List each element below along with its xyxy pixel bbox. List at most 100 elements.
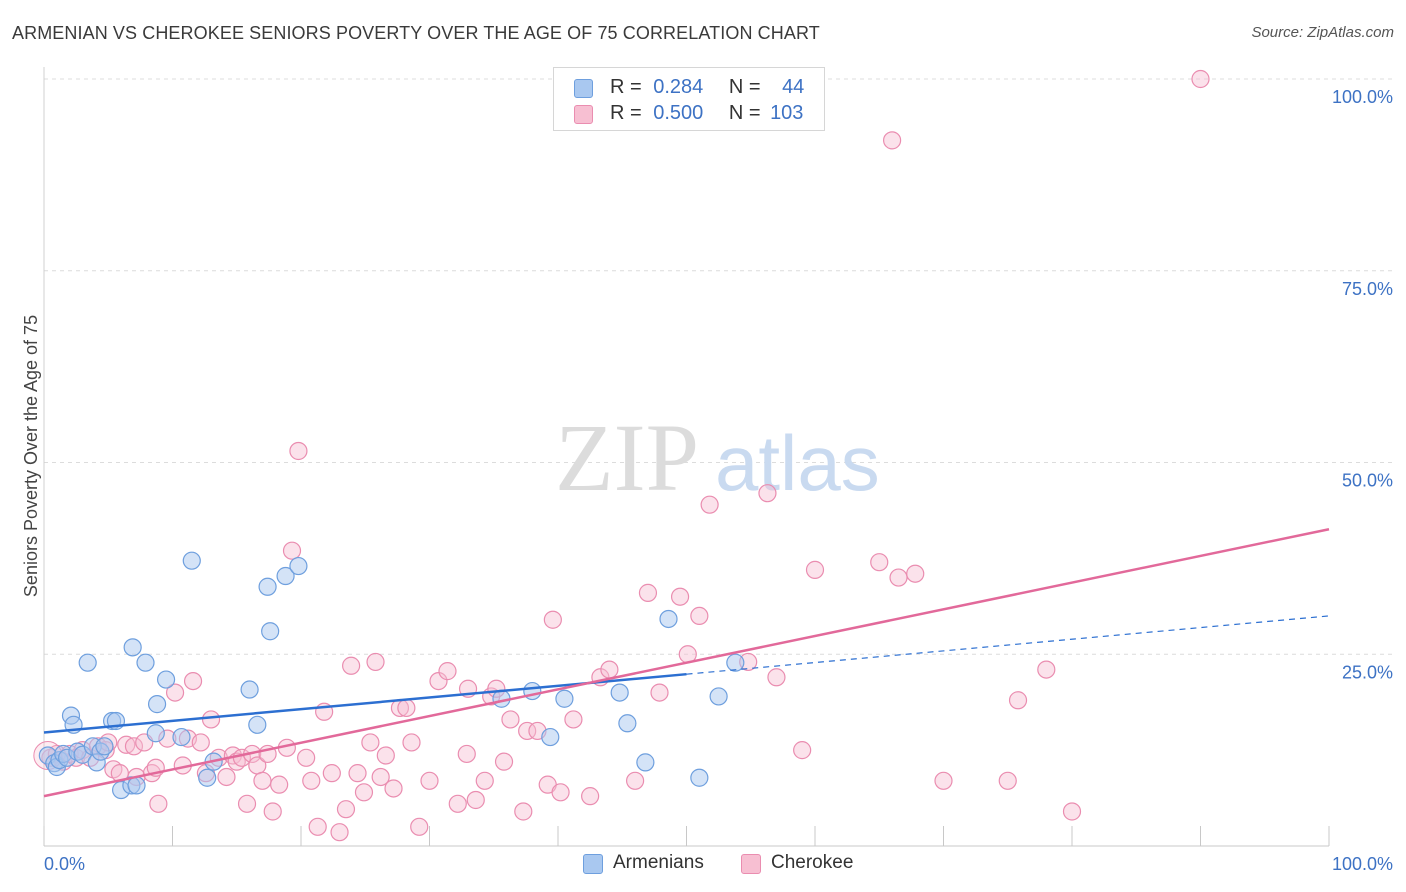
cherokee-point — [336, 800, 356, 819]
cherokee-point — [348, 764, 367, 783]
cherokee-point — [1008, 691, 1028, 710]
armenian-point — [610, 683, 629, 702]
armenian-point — [261, 622, 280, 641]
cherokee-point — [237, 794, 257, 813]
cherokee-swatch — [741, 854, 761, 874]
watermark: ZIP atlas — [555, 404, 880, 511]
cherokee-point — [650, 683, 669, 702]
cherokee-point — [514, 802, 533, 821]
armenian-point — [123, 638, 142, 657]
watermark-zip: ZIP — [555, 404, 699, 511]
y-tick-label: 100.0% — [1332, 87, 1393, 107]
cherokee-point — [457, 744, 476, 764]
series-legend: Armenians Cherokee — [0, 851, 1406, 877]
cherokee-point — [117, 735, 136, 754]
cherokee-point — [448, 794, 467, 813]
legend-row-armenians-text: R = 0.284 N = 44 — [610, 76, 804, 99]
cherokee-point — [551, 783, 570, 802]
cherokee-point — [870, 553, 889, 572]
cherokee-point — [420, 771, 439, 790]
cherokee-point — [1062, 802, 1082, 821]
armenian-trend-extension — [686, 615, 1330, 675]
cherokee-point — [670, 587, 690, 606]
axes — [43, 67, 1330, 847]
cherokee-point — [805, 560, 825, 579]
cherokee-point — [201, 710, 221, 729]
cherokee-point — [518, 721, 537, 741]
armenian-point — [172, 727, 191, 747]
trend-lines — [43, 528, 1330, 798]
armenian-point — [659, 609, 678, 629]
cherokee-point — [581, 787, 600, 806]
x-tick-label: 0.0% — [44, 854, 85, 874]
cherokee-point — [124, 737, 144, 756]
correlation-legend: R = 0.284 N = 44 R = 0.500 N = 103 — [553, 67, 825, 131]
cherokee-point — [217, 767, 236, 787]
armenian-point — [618, 714, 637, 733]
n-value: 44 — [782, 76, 805, 98]
armenian-point — [198, 768, 217, 787]
r-label: R = — [610, 102, 642, 124]
armenian-point — [136, 653, 155, 672]
cherokee-point — [466, 790, 485, 810]
armenian-point — [156, 670, 176, 689]
cherokee-point — [690, 606, 709, 626]
armenian-point — [726, 653, 745, 672]
cherokee-point — [308, 817, 327, 836]
armenian-point — [240, 680, 259, 699]
armenian-swatch — [574, 79, 593, 98]
cherokee-point — [793, 741, 812, 760]
armenian-point — [95, 737, 114, 756]
r-label: R = — [610, 76, 642, 98]
armenian-point — [248, 715, 267, 734]
armenian-point — [146, 724, 165, 743]
cherokee-point — [402, 733, 421, 752]
cherokee-trend-line — [43, 528, 1330, 798]
armenian-point — [709, 687, 728, 706]
gridlines — [44, 78, 1394, 655]
armenian-point — [541, 727, 560, 747]
cherokee-point — [600, 660, 619, 679]
armenian-point — [289, 556, 308, 576]
cherokee-point — [758, 484, 777, 503]
legend-row-cherokee-text: R = 0.500 N = 103 — [610, 102, 803, 125]
cherokee-point — [322, 764, 341, 783]
armenian-point — [690, 768, 709, 787]
x-tick-label: 100.0% — [1332, 854, 1393, 874]
cherokee-point — [438, 662, 457, 681]
cherokee-point — [429, 671, 448, 691]
cherokee-point — [282, 541, 302, 560]
cherokee-point — [934, 771, 953, 790]
cherokee-point — [882, 131, 902, 150]
armenian-point — [182, 551, 201, 570]
r-value: 0.500 — [653, 102, 704, 124]
cherokee-point — [475, 771, 494, 790]
source-label: Source: ZipAtlas.com — [1251, 24, 1394, 41]
armenian-point — [147, 695, 167, 714]
cherokee-point — [342, 656, 361, 675]
cherokee-point — [397, 698, 416, 718]
cherokee-point — [906, 564, 925, 583]
armenian-point — [555, 689, 574, 708]
y-tick-label: 25.0% — [1342, 662, 1393, 682]
cherokee-point — [361, 733, 380, 752]
armenian-points — [38, 551, 745, 800]
watermark-atlas: atlas — [715, 419, 880, 507]
legend-item-label: Cherokee — [771, 852, 854, 873]
cherokee-point — [1037, 660, 1056, 679]
armenian-point — [78, 653, 97, 672]
cherokee-point — [564, 710, 583, 729]
cherokee-point — [191, 733, 210, 752]
cherokee-point — [371, 767, 390, 787]
cherokee-point — [289, 441, 308, 461]
r-value: 0.284 — [653, 76, 704, 98]
cherokee-point — [149, 794, 168, 813]
cherokee-point — [625, 771, 645, 790]
armenian-point — [258, 577, 277, 596]
armenian-point — [127, 776, 146, 795]
cherokee-point — [366, 652, 385, 672]
cherokee-point — [330, 823, 349, 842]
y-axis-title: Seniors Poverty Over the Age of 75 — [21, 315, 41, 597]
cherokee-point — [700, 495, 719, 514]
